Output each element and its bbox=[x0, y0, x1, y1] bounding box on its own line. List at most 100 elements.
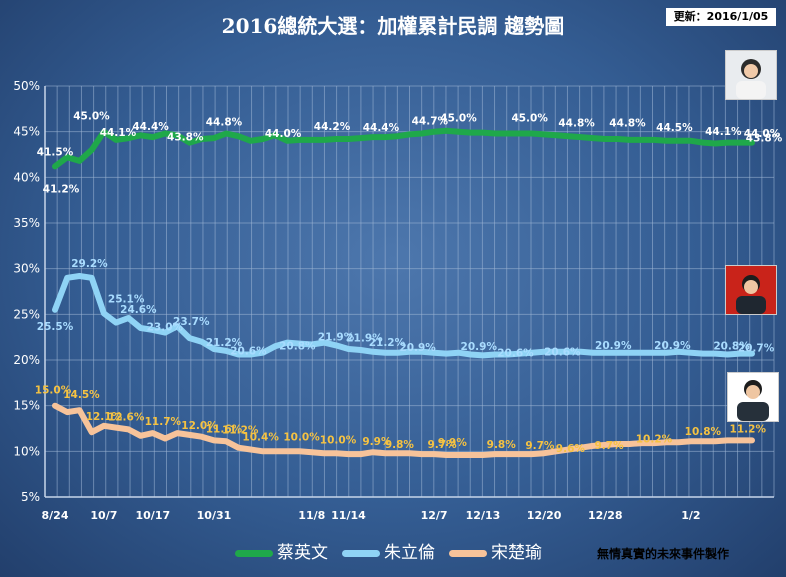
y-tick-label: 35% bbox=[13, 216, 40, 230]
y-tick-label: 15% bbox=[13, 399, 40, 413]
x-tick-label: 11/8 bbox=[298, 509, 325, 522]
data-label-orange: 11.2% bbox=[730, 423, 767, 435]
x-tick-label: 12/13 bbox=[466, 509, 501, 522]
data-label-orange: 9.7% bbox=[428, 439, 458, 451]
data-label-blue: 20.9% bbox=[595, 340, 632, 352]
data-label-blue: 21.9% bbox=[346, 333, 383, 345]
data-label-blue: 25.5% bbox=[37, 321, 74, 333]
x-tick-label: 10/31 bbox=[197, 509, 232, 522]
legend-label-2: 朱立倫 bbox=[384, 543, 435, 563]
data-label-green: 44.4% bbox=[132, 121, 169, 133]
candidate-photo-chu bbox=[725, 265, 777, 315]
update-date-label: 更新：2016/1/05 bbox=[666, 8, 776, 26]
data-label-green: 44.0% bbox=[265, 128, 302, 140]
data-label-green: 44.1% bbox=[705, 126, 742, 138]
x-tick-label: 11/14 bbox=[331, 509, 366, 522]
legend-item-3: 宋楚瑜 bbox=[449, 538, 542, 563]
data-label-orange: 10.0% bbox=[283, 431, 320, 443]
y-tick-label: 40% bbox=[13, 170, 40, 184]
data-label-green: 44.2% bbox=[314, 121, 351, 133]
x-tick-label: 10/7 bbox=[90, 509, 117, 522]
data-label-orange: 14.5% bbox=[63, 389, 100, 401]
data-label-blue: 20.8% bbox=[713, 341, 750, 353]
data-label-blue: 20.6% bbox=[497, 348, 534, 360]
data-label-orange: 10.2% bbox=[636, 434, 673, 446]
y-tick-label: 45% bbox=[13, 125, 40, 139]
data-label-orange: 9.8% bbox=[487, 439, 517, 451]
data-label-blue: 24.6% bbox=[120, 304, 157, 316]
data-label-blue: 20.7% bbox=[738, 343, 775, 355]
data-label-orange: 9.7% bbox=[525, 440, 555, 452]
candidate-photo-soong bbox=[727, 372, 779, 422]
x-tick-label: 10/17 bbox=[136, 509, 171, 522]
data-label-orange: 15.0% bbox=[35, 385, 72, 397]
data-label-orange: 12.1% bbox=[86, 411, 123, 423]
y-tick-label: 10% bbox=[13, 444, 40, 458]
data-label-blue: 29.2% bbox=[71, 258, 108, 270]
data-label-green: 45.0% bbox=[440, 113, 477, 125]
data-label-orange: 9.6% bbox=[556, 443, 586, 455]
data-label-blue: 21.2% bbox=[369, 337, 406, 349]
data-label-orange: 12.0% bbox=[181, 420, 218, 432]
data-label-blue: 20.9% bbox=[654, 340, 691, 352]
candidate-photo-tsai bbox=[725, 50, 777, 100]
data-label-green: 43.8% bbox=[746, 133, 783, 145]
credit-text: 無情真實的未來事件製作 bbox=[597, 547, 730, 561]
data-label-green: 44.4% bbox=[363, 122, 400, 134]
data-label-green: 41.5% bbox=[37, 147, 74, 159]
data-label-orange: 9.9% bbox=[362, 436, 392, 448]
y-tick-label: 30% bbox=[13, 262, 40, 276]
data-label-green: 44.8% bbox=[609, 117, 646, 129]
data-label-orange: 10.0% bbox=[320, 434, 357, 446]
data-label-orange: 10.4% bbox=[242, 432, 279, 444]
legend-item-2: 朱立倫 bbox=[342, 538, 435, 563]
legend-swatch-3 bbox=[449, 550, 487, 557]
data-label-green: 44.8% bbox=[206, 116, 243, 128]
data-label-blue: 23.7% bbox=[173, 316, 210, 328]
y-tick-label: 20% bbox=[13, 353, 40, 367]
data-label-green: 43.8% bbox=[167, 132, 204, 144]
data-label-orange: 11.2% bbox=[222, 424, 259, 436]
data-label-green: 44.7% bbox=[412, 115, 449, 127]
series-line-2 bbox=[52, 273, 755, 359]
data-label-blue: 21.9% bbox=[318, 332, 355, 344]
data-label-blue: 20.9% bbox=[399, 342, 436, 354]
data-label-blue: 20.6% bbox=[230, 346, 267, 358]
data-label-orange: 9.9% bbox=[438, 437, 468, 449]
legend-swatch-1 bbox=[235, 550, 273, 557]
data-label-orange: 11.6% bbox=[206, 424, 243, 436]
data-label-orange: 10.8% bbox=[685, 426, 722, 438]
data-label-blue: 23.0% bbox=[147, 322, 184, 334]
data-label-orange: 11.7% bbox=[145, 416, 182, 428]
data-label-green: 45.0% bbox=[511, 113, 548, 125]
x-tick-label: 1/2 bbox=[681, 509, 700, 522]
chart-legend: 蔡英文 朱立倫 宋楚瑜 bbox=[235, 538, 556, 563]
legend-label-3: 宋楚瑜 bbox=[491, 543, 542, 563]
data-label-green: 44.1% bbox=[100, 127, 137, 139]
data-label-blue: 20.6% bbox=[544, 347, 581, 359]
legend-swatch-2 bbox=[342, 550, 380, 557]
x-tick-label: 12/20 bbox=[527, 509, 562, 522]
data-label-blue: 20.9% bbox=[461, 341, 498, 353]
data-label-orange: 9.8% bbox=[385, 439, 415, 451]
x-tick-label: 12/7 bbox=[421, 509, 448, 522]
legend-item-1: 蔡英文 bbox=[235, 538, 328, 563]
series-line-1 bbox=[52, 127, 755, 170]
data-label-green: 41.2% bbox=[43, 183, 80, 195]
y-tick-label: 50% bbox=[13, 79, 40, 93]
legend-label-1: 蔡英文 bbox=[277, 543, 328, 563]
x-tick-label: 12/28 bbox=[588, 509, 623, 522]
x-tick-label: 8/24 bbox=[42, 509, 69, 522]
data-label-green: 44.0% bbox=[744, 128, 781, 140]
chart-title: 2016總統大選：加權累計民調 趨勢圖 bbox=[221, 14, 565, 38]
data-label-blue: 20.8% bbox=[279, 341, 316, 353]
data-label-green: 44.8% bbox=[558, 117, 595, 129]
data-label-green: 45.0% bbox=[73, 111, 110, 123]
data-label-blue: 25.1% bbox=[108, 293, 145, 305]
y-tick-label: 25% bbox=[13, 307, 40, 321]
series-line-3 bbox=[52, 402, 755, 458]
data-label-blue: 21.2% bbox=[206, 337, 243, 349]
data-label-orange: 9.7% bbox=[594, 440, 624, 452]
